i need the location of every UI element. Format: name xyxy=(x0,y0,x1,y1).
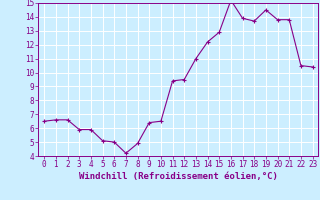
X-axis label: Windchill (Refroidissement éolien,°C): Windchill (Refroidissement éolien,°C) xyxy=(79,172,278,181)
